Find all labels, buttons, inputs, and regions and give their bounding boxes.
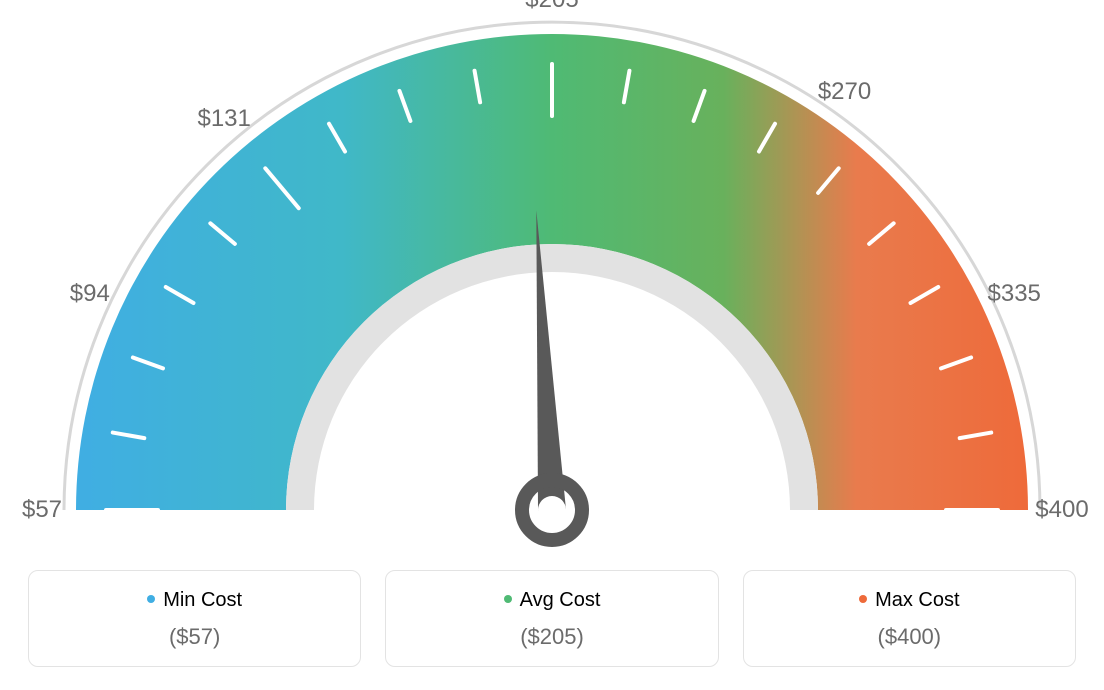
- legend-title-text: Avg Cost: [520, 589, 601, 611]
- legend-card-min: Min Cost ($57): [28, 570, 361, 667]
- gauge-tick-label: $270: [818, 78, 871, 106]
- legend-value-min: ($57): [39, 624, 350, 650]
- gauge-chart: $57 $94 $131 $205 $270 $335 $400: [0, 0, 1104, 560]
- legend-value-avg: ($205): [396, 624, 707, 650]
- legend-card-avg: Avg Cost ($205): [385, 570, 718, 667]
- gauge-tick-label: $400: [1035, 496, 1088, 524]
- legend-row: Min Cost ($57) Avg Cost ($205) Max Cost …: [0, 570, 1104, 667]
- legend-title-max: Max Cost: [754, 589, 1065, 612]
- dot-icon: [147, 595, 155, 603]
- legend-title-text: Max Cost: [875, 589, 959, 611]
- dot-icon: [504, 595, 512, 603]
- gauge-tick-label: $205: [525, 0, 578, 14]
- gauge-tick-label: $335: [988, 280, 1041, 308]
- gauge-tick-label: $131: [197, 105, 250, 133]
- legend-card-max: Max Cost ($400): [743, 570, 1076, 667]
- legend-title-avg: Avg Cost: [396, 589, 707, 612]
- gauge-svg: [0, 0, 1104, 560]
- legend-value-max: ($400): [754, 624, 1065, 650]
- gauge-tick-label: $57: [22, 496, 62, 524]
- gauge-tick-label: $94: [70, 280, 110, 308]
- dot-icon: [859, 595, 867, 603]
- legend-title-min: Min Cost: [39, 589, 350, 612]
- legend-title-text: Min Cost: [163, 589, 242, 611]
